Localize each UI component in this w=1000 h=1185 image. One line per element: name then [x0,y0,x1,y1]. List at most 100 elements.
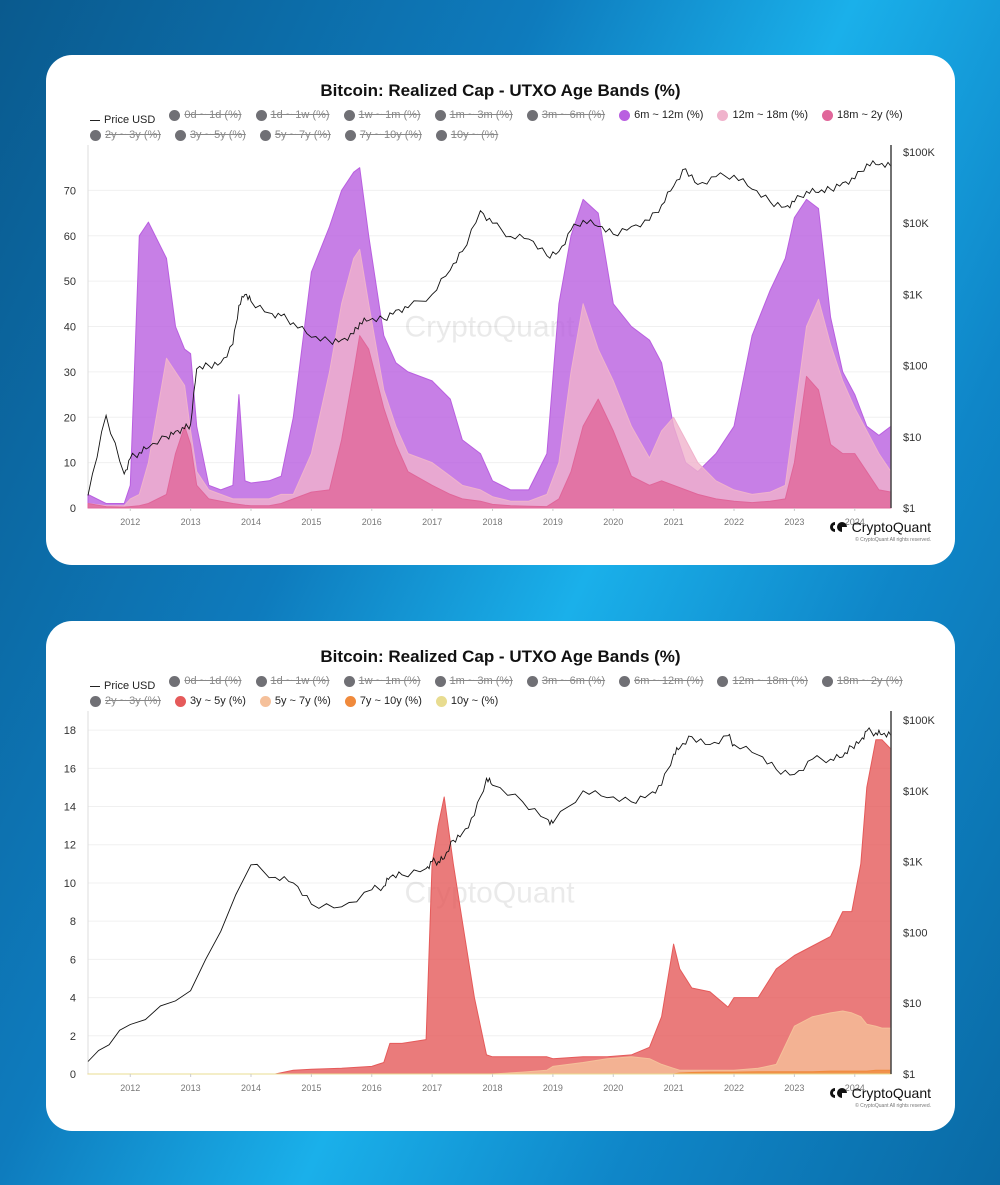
legend-item-12m-18m[interactable]: 12m ~ 18m (%) [717,674,808,689]
legend-dot-icon [435,130,447,141]
copyright-text: © CryptoQuant All rights reserved. [855,537,931,543]
legend-label: 5y ~ 7y (%) [274,695,331,707]
legend-dot-icon [343,676,355,687]
y-tick-label: 10 [64,878,76,890]
legend-item-2y-3y[interactable]: 2y ~ 3y (%) [90,128,161,143]
legend-dot-icon [821,110,833,121]
legend-label: 0d ~ 1d (%) [184,109,242,121]
y-tick-label: 6 [70,954,76,966]
y2-tick-label: $1 [903,503,915,515]
x-tick-label: 2019 [543,1083,563,1091]
chart-card-1: Bitcoin: Realized Cap - UTXO Age Bands (… [46,55,955,565]
legend-dot-icon [255,676,267,687]
chart-title: Bitcoin: Realized Cap - UTXO Age Bands (… [320,647,681,666]
chart-card-2: Bitcoin: Realized Cap - UTXO Age Bands (… [46,621,955,1131]
cryptoquant-logo: CryptoQuant © CryptoQuant All rights res… [829,1085,931,1109]
legend-dot-icon [619,110,631,121]
x-tick-label: 2021 [664,1083,684,1091]
y-tick-label: 12 [64,840,76,852]
legend-dot-icon [717,110,729,121]
legend-dot-icon [344,696,356,707]
legend-label: 2y ~ 3y (%) [105,695,161,707]
legend-dot-icon [434,676,446,687]
line-marker-icon [90,686,100,687]
legend-label: 5y ~ 7y (%) [274,129,331,141]
legend-dot-icon [90,130,101,141]
x-tick-label: 2024 [845,517,865,525]
legend-item-3y-5y[interactable]: 3y ~ 5y (%) [174,128,246,143]
legend-item-5y-7y[interactable]: 5y ~ 7y (%) [259,694,331,709]
legend-label: Price USD [104,114,156,126]
legend-item-18m-2y[interactable]: 18m ~ 2y (%) [821,108,903,123]
legend-dot-icon [169,110,181,121]
legend-label: 1m ~ 3m (%) [449,109,513,121]
logo-text: CryptoQuant [851,1085,931,1101]
area-series-3y-5y [87,739,892,1075]
legend-label: 1m ~ 3m (%) [449,675,513,687]
x-tick-label: 2017 [422,517,442,525]
x-tick-label: 2012 [120,517,140,525]
y2-tick-label: $1 [903,1069,915,1081]
legend-item-2y-3y[interactable]: 2y ~ 3y (%) [90,694,161,709]
legend-label: 2y ~ 3y (%) [105,129,161,141]
legend-label: 3m ~ 6m (%) [541,675,606,687]
legend-item-3m-6m[interactable]: 3m ~ 6m (%) [526,108,605,123]
legend-item-1w-1m[interactable]: 1w ~ 1m (%) [343,674,421,689]
legend-dot-icon [259,696,271,707]
y-tick-label: 4 [70,993,76,1005]
legend-item-10y[interactable]: 10y ~ (%) [435,694,498,709]
y-tick-label: 14 [64,802,76,814]
x-tick-label: 2017 [422,1083,442,1091]
legend-item-price-usd[interactable]: Price USD [90,679,155,694]
legend-dot-icon [255,110,267,121]
x-tick-label: 2016 [362,517,382,525]
x-tick-label: 2015 [301,517,321,525]
y2-tick-label: $100 [903,927,927,939]
legend-item-10y[interactable]: 10y ~ (%) [435,128,498,143]
y2-tick-label: $100K [903,715,935,727]
legend-dot-icon [174,130,186,141]
chart-legend: Price USD 0d ~ 1d (%) 1d ~ 1w (%) 1w ~ 1m (… [90,108,920,146]
legend-item-1d-1w[interactable]: 1d ~ 1w (%) [255,108,330,123]
legend-label: 3y ~ 5y (%) [189,129,246,141]
legend-item-6m-12m[interactable]: 6m ~ 12m (%) [619,108,703,123]
legend-label: 1d ~ 1w (%) [270,675,330,687]
legend-label: 7y ~ 10y (%) [359,695,422,707]
logo-text: CryptoQuant [851,519,931,535]
y2-tick-label: $100 [903,361,927,373]
legend-dot-icon [821,676,833,687]
legend-item-0d-1d[interactable]: 0d ~ 1d (%) [169,674,242,689]
legend-item-price-usd[interactable]: Price USD [90,113,155,128]
y-tick-label: 18 [64,725,76,737]
legend-label: Price USD [104,680,156,692]
legend-item-3y-5y[interactable]: 3y ~ 5y (%) [174,694,246,709]
y2-tick-label: $10 [903,432,921,444]
y-tick-label: 10 [64,458,76,470]
legend-item-1d-1w[interactable]: 1d ~ 1w (%) [255,674,330,689]
x-tick-label: 2020 [603,1083,623,1091]
legend-dot-icon [90,696,101,707]
legend-item-5y-7y[interactable]: 5y ~ 7y (%) [259,128,331,143]
y-tick-label: 50 [64,276,76,288]
x-tick-label: 2023 [784,1083,804,1091]
legend-item-7y-10y[interactable]: 7y ~ 10y (%) [344,128,422,143]
legend-item-18m-2y[interactable]: 18m ~ 2y (%) [821,674,903,689]
legend-label: 6m ~ 12m (%) [634,109,704,121]
y2-tick-label: $10K [903,218,929,230]
legend-label: 6m ~ 12m (%) [634,675,704,687]
legend-item-6m-12m[interactable]: 6m ~ 12m (%) [619,674,703,689]
x-tick-label: 2012 [120,1083,140,1091]
cryptoquant-logo-icon [829,1088,847,1098]
legend-item-1m-3m[interactable]: 1m ~ 3m (%) [434,674,513,689]
legend-item-1w-1m[interactable]: 1w ~ 1m (%) [343,108,421,123]
legend-item-3m-6m[interactable]: 3m ~ 6m (%) [526,674,606,689]
x-tick-label: 2018 [483,517,503,525]
watermark-text: CryptoQuant [404,311,575,344]
legend-item-12m-18m[interactable]: 12m ~ 18m (%) [717,108,808,123]
chart-plot: 0 2 4 6 8 10 12 14 16 18 CryptoQuant $1 $10 $100 $1K $1… [64,711,935,1091]
legend-item-1m-3m[interactable]: 1m ~ 3m (%) [434,108,513,123]
legend-dot-icon [259,130,271,141]
legend-item-0d-1d[interactable]: 0d ~ 1d (%) [169,108,242,123]
legend-item-7y-10y[interactable]: 7y ~ 10y (%) [344,694,422,709]
price-usd-line [87,160,892,496]
